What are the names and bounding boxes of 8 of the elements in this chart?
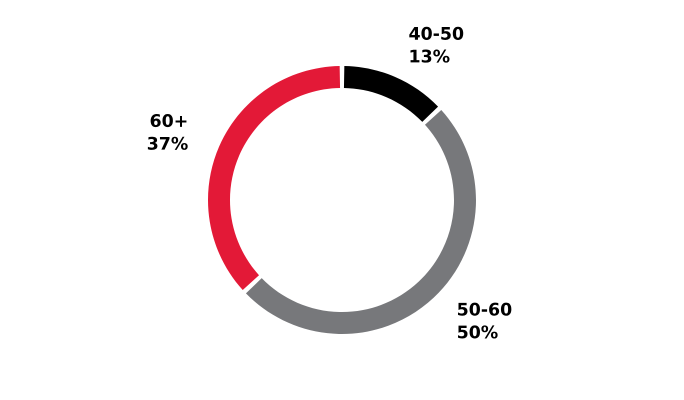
slice-label: 50-60 bbox=[458, 302, 512, 316]
donut-slice bbox=[208, 66, 340, 290]
slice-label: 40-50 bbox=[409, 26, 464, 40]
slice-label: 60+ bbox=[150, 114, 186, 128]
donut-slice bbox=[344, 66, 438, 122]
data-label: 37% bbox=[148, 136, 188, 150]
data-label: 13% bbox=[410, 50, 450, 63]
data-label: 50% bbox=[458, 325, 498, 339]
